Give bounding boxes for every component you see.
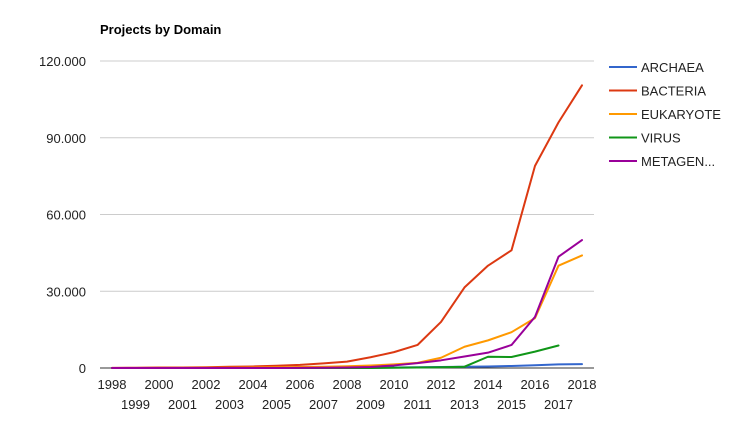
x-tick-label: 2004 bbox=[239, 377, 268, 392]
x-tick-label: 1998 bbox=[98, 377, 127, 392]
legend-label: EUKARYOTE bbox=[641, 107, 721, 122]
x-tick-label: 2005 bbox=[262, 397, 291, 412]
series-line-virus bbox=[111, 344, 560, 369]
x-tick-label: 2010 bbox=[380, 377, 409, 392]
x-tick-label: 2008 bbox=[333, 377, 362, 392]
x-tick-label: 2007 bbox=[309, 397, 338, 412]
legend: ARCHAEA BACTERIA EUKARYOTE VIRUS METAGEN... bbox=[609, 60, 721, 169]
x-tick-label: 2003 bbox=[215, 397, 244, 412]
y-tick-label: 60.000 bbox=[46, 208, 86, 223]
y-tick-label: 30.000 bbox=[46, 284, 86, 299]
x-tick-label: 1999 bbox=[121, 397, 150, 412]
chart-title: Projects by Domain bbox=[100, 22, 222, 37]
x-tick-label: 2014 bbox=[474, 377, 503, 392]
axes: 0 30.000 60.000 90.000 120.000 1998 1999 2000 20… bbox=[39, 54, 596, 412]
x-tick-label: 2002 bbox=[192, 377, 221, 392]
gridlines bbox=[100, 60, 594, 369]
x-tick-label: 2012 bbox=[427, 377, 456, 392]
x-tick-label: 2006 bbox=[286, 377, 315, 392]
x-tick-label: 2013 bbox=[450, 397, 479, 412]
x-tick-label: 2016 bbox=[521, 377, 550, 392]
x-tick-label: 2000 bbox=[145, 377, 174, 392]
legend-label: VIRUS bbox=[641, 131, 681, 146]
y-tick-label: 120.000 bbox=[39, 54, 86, 69]
legend-label: METAGEN... bbox=[641, 154, 715, 169]
x-tick-label: 2011 bbox=[404, 397, 432, 412]
legend-label: BACTERIA bbox=[641, 84, 706, 99]
series-line-eukaryote bbox=[111, 254, 583, 369]
y-tick-label: 90.000 bbox=[46, 131, 86, 146]
series-line-bacteria bbox=[111, 84, 583, 369]
x-tick-label: 2009 bbox=[356, 397, 385, 412]
series-lines bbox=[111, 84, 583, 369]
legend-label: ARCHAEA bbox=[641, 60, 704, 75]
x-tick-label: 2018 bbox=[568, 377, 597, 392]
y-tick-label: 0 bbox=[79, 361, 86, 376]
x-tick-label: 2017 bbox=[544, 397, 573, 412]
series-line-metagen bbox=[111, 239, 583, 369]
x-tick-label: 2015 bbox=[497, 397, 526, 412]
x-tick-label: 2001 bbox=[168, 397, 197, 412]
